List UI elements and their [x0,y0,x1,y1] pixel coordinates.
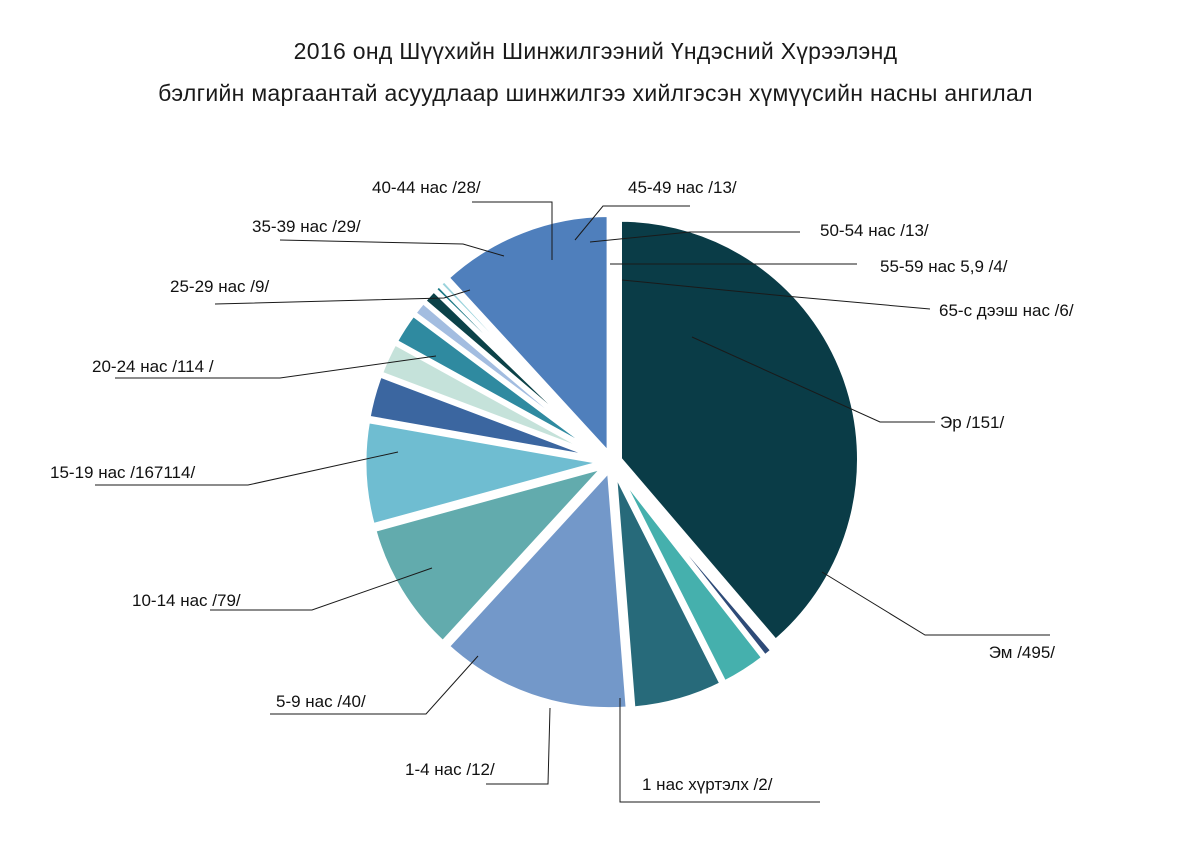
leader-line-4 [270,655,479,715]
leader-line-3 [486,707,551,785]
pie-slice-4 [611,467,725,712]
slice-label-13: 55-59 нас 5,9 /4/ [880,257,1008,276]
slice-label-4: 5-9 нас /40/ [276,692,366,711]
slice-label-1: Эм /495/ [989,643,1056,662]
leader-line-14 [621,279,931,310]
slice-label-7: 20-24 нас /114 / [92,357,214,376]
leader-line-12 [589,231,800,243]
pie-slice-6 [371,463,608,646]
leader-line-2 [619,698,820,803]
leader-line-9 [279,239,505,257]
pie-slice-14 [436,276,610,459]
leader-line-1 [821,571,1050,636]
leader-line-10 [472,201,553,260]
chart-title: 2016 онд Шүүхийн Шинжилгээний Үндэсний Х… [293,38,898,64]
slice-label-9: 35-39 нас /29/ [252,217,361,236]
slice-label-8: 25-29 нас /9/ [170,277,269,296]
slice-label-5: 10-14 нас /79/ [132,591,241,610]
slice-label-6: 15-19 нас /167114/ [50,463,195,482]
slice-label-10: 40-44 нас /28/ [372,178,481,197]
pie-slice-15 [444,212,612,458]
leader-line-6 [95,451,399,486]
slice-label-2: 1 нас хүртэлх /2/ [642,775,773,794]
slice-label-14: 65-с дээш нас /6/ [939,301,1074,320]
slice-label-11: 45-49 нас /13/ [628,178,737,197]
leader-line-15 [691,336,935,423]
slice-label-3: 1-4 нас /12/ [405,760,495,779]
pie-slice-5 [444,467,631,712]
pie-slice-7 [361,418,607,529]
leader-line-11 [574,205,690,241]
leader-line-7 [115,355,437,379]
slice-label-12: 50-54 нас /13/ [820,221,929,240]
pie-slice-1 [617,216,862,645]
slice-label-15: Эр /151/ [940,413,1004,432]
chart-subtitle: бэлгийн маргаантай асуудлаар шинжилгээ х… [158,80,1033,106]
leader-line-5 [210,567,433,611]
leader-line-8 [214,289,471,305]
